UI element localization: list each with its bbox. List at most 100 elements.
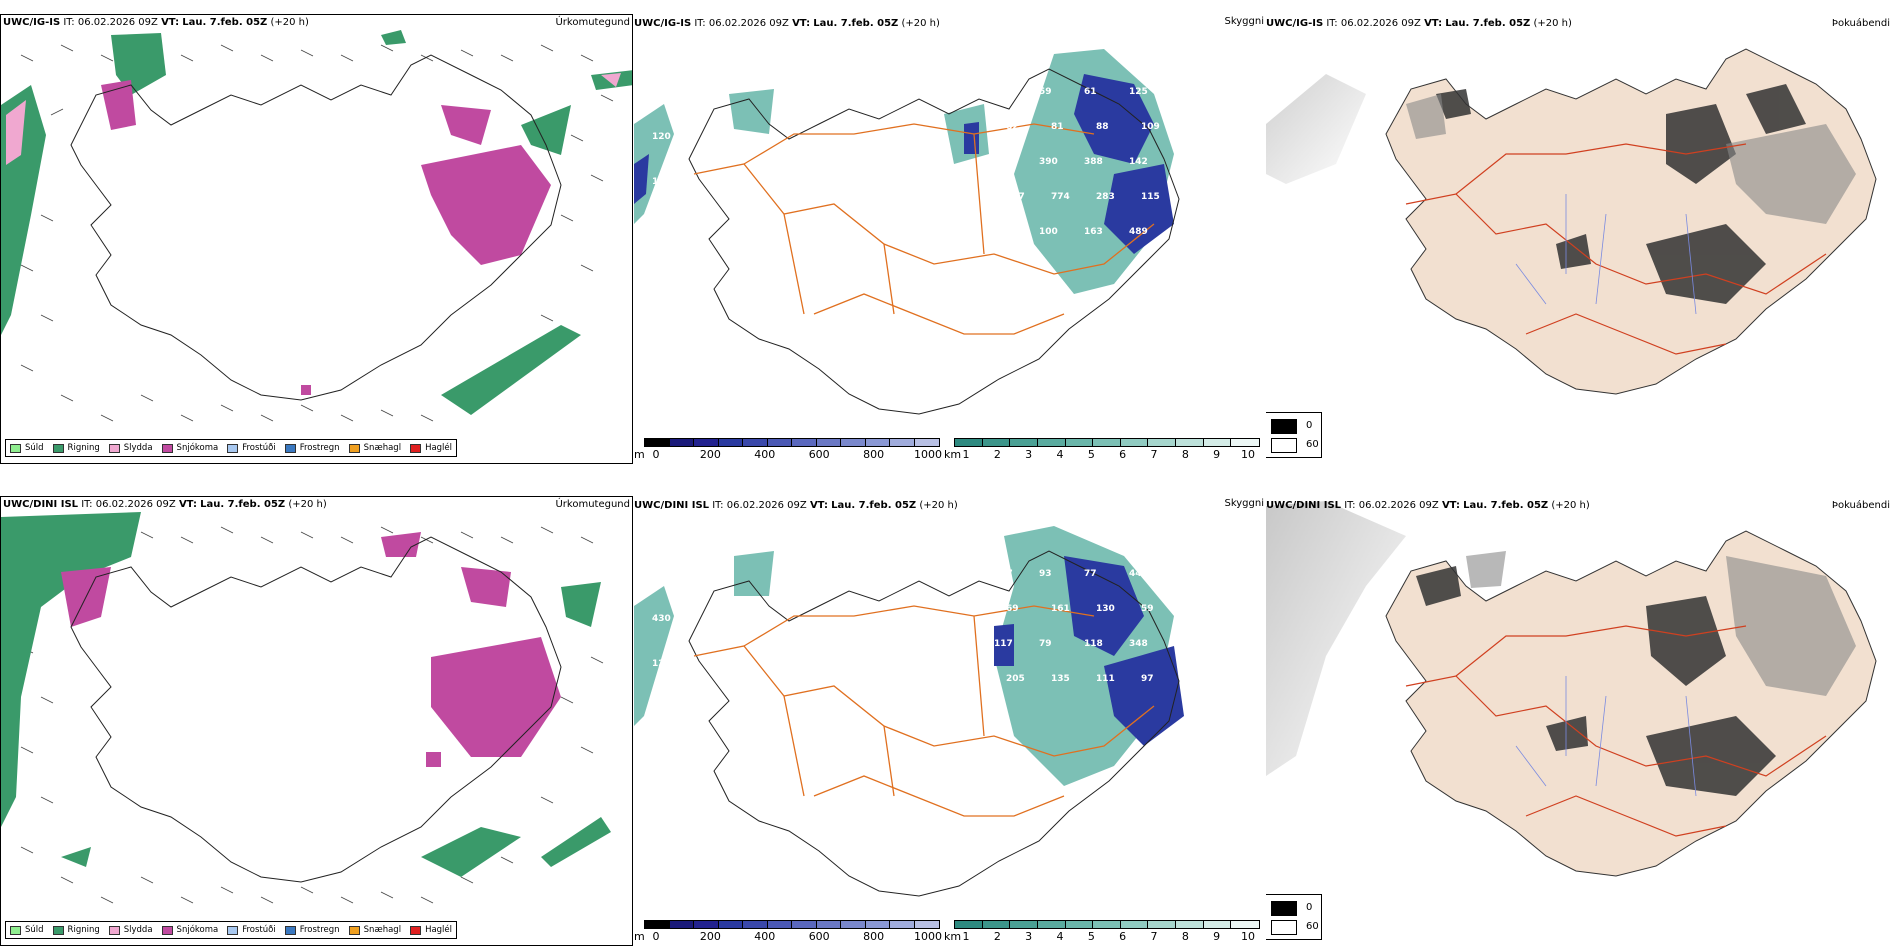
vt-label: VT: (1424, 18, 1443, 29)
colorbar-tick: 400 (754, 930, 776, 943)
ceiling-value-label: 348 (1129, 639, 1148, 649)
legend-swatch (348, 443, 360, 453)
colorbar-swatch (1037, 439, 1066, 446)
fog-map-bottom (1266, 501, 1877, 877)
colorbar-swatch (1093, 921, 1121, 928)
sleet-areas (6, 73, 621, 165)
product-title: Skyggni (1224, 498, 1264, 509)
ceiling-value-label: 121 (994, 227, 1013, 237)
legend-item: Frostúði (227, 443, 276, 453)
fog-panel-top: UWC/IG-IS IT: 06.02.2026 09Z VT: Lau. 7.… (1266, 14, 1900, 464)
fog-dark-areas (1416, 566, 1776, 796)
colorbar-swatch (1231, 921, 1260, 928)
ceiling-value-label: 774 (1051, 192, 1070, 202)
legend-item: Frostregn (284, 925, 340, 935)
rain-areas (1, 30, 632, 415)
legend-swatch (10, 925, 21, 935)
colorbar-swatch (914, 921, 939, 928)
colorbar-tick: 6 (1119, 930, 1127, 943)
colorbar-tick: 1 (962, 930, 970, 943)
ceiling-value-label: 100 (1039, 227, 1058, 237)
colorbar-tick: 200 (699, 448, 721, 461)
fog-legend: 0 60 (1266, 894, 1322, 940)
legend-swatch (227, 443, 239, 453)
roads (693, 123, 1155, 335)
visibility-colorbar: km 1 2 3 4 5 6 7 8 9 10 (944, 438, 1264, 461)
vt-label: VT: (1441, 500, 1460, 511)
ceiling-value-label: 125 (652, 659, 671, 669)
colorbar-unit: km (944, 448, 962, 461)
colorbar-swatch (890, 921, 915, 928)
colorbar-swatch (645, 439, 670, 446)
legend-swatch (108, 925, 120, 935)
colorbar-tick: 3 (1025, 448, 1033, 461)
snow-areas (61, 532, 561, 767)
legend-item: Súld (10, 925, 44, 935)
legend-swatch (52, 925, 64, 935)
colorbar-swatch (955, 439, 983, 446)
vt-value: Lau. 7.feb. 05Z (182, 17, 268, 28)
colorbar-swatch (1065, 921, 1094, 928)
colorbar-tick: 8 (1181, 930, 1189, 943)
colorbar-swatch (718, 439, 743, 446)
colorbar-swatch (955, 921, 983, 928)
colorbar-swatch (694, 921, 719, 928)
colorbar-tick: 1 (962, 448, 970, 461)
lead-time: (+20 h) (1533, 18, 1572, 29)
colorbar-swatch (1010, 439, 1038, 446)
it-label: IT: (1344, 500, 1356, 511)
ceiling-value-label: 111 (1096, 674, 1115, 684)
colorbar-tick: 400 (754, 448, 776, 461)
colorbar-tick: 600 (808, 448, 830, 461)
fog-swatch-low (1271, 419, 1297, 434)
colorbar-tick: 7 (1150, 448, 1158, 461)
colorbar-swatch (1203, 439, 1232, 446)
colorbar-swatch (1093, 439, 1121, 446)
panel-header: UWC/DINI ISL IT: 06.02.2026 09Z VT: Lau.… (3, 499, 327, 511)
ceiling-values: 122 120 115 15 59 61 125 82 81 88 109 102 390 388 142 4… (652, 87, 1160, 272)
colorbar-swatch (1148, 921, 1177, 928)
colorbar-swatches (644, 438, 940, 447)
colorbar-tick: 800 (863, 930, 885, 943)
legend-label: Frostúði (242, 925, 276, 935)
vt-value: Lau. 7.feb. 05Z (1445, 18, 1531, 29)
colorbar-tick: 0 (652, 448, 660, 461)
vt-value: Lau. 7.feb. 05Z (1463, 500, 1549, 511)
colorbar-tick: 0 (652, 930, 660, 943)
ceiling-value-label: 69 (1006, 604, 1019, 614)
product-title: Þokuábendi (1831, 500, 1890, 511)
colorbar-swatch (1176, 439, 1204, 446)
rivers (1515, 676, 1697, 797)
ceiling-value-label: 77 (1084, 569, 1097, 579)
colorbar-swatch (767, 439, 792, 446)
rain-areas (1, 512, 611, 877)
model-name: UWC/DINI ISL (1266, 500, 1342, 511)
it-label: IT: (81, 499, 93, 510)
ceiling-value-label: 161 (1051, 604, 1070, 614)
colorbar-swatch (1176, 921, 1204, 928)
fog-label-low: 0 (1306, 420, 1313, 431)
colorbar-swatch (1231, 439, 1260, 446)
ceiling-value-label: 79 (1039, 639, 1052, 649)
colorbar-tick: 7 (1150, 930, 1158, 943)
ceiling-value-label: 477 (1006, 192, 1025, 202)
legend-swatch (108, 443, 120, 453)
legend-label: Haglél (425, 443, 453, 453)
colorbar-tick: 10 (1241, 448, 1255, 461)
precip-type-panel-bottom: UWC/DINI ISL IT: 06.02.2026 09Z VT: Lau.… (0, 496, 633, 946)
colorbar-tick: 4 (1056, 930, 1064, 943)
iceland-outline (688, 550, 1180, 897)
it-label: IT: (694, 18, 706, 29)
colorbar-tick: 800 (863, 448, 885, 461)
legend-item: Frostregn (284, 443, 340, 453)
ceiling-value-label: 205 (1006, 674, 1025, 684)
legend-swatch (284, 925, 296, 935)
colorbar-swatch (792, 921, 817, 928)
colorbar-tick: 200 (699, 930, 721, 943)
colorbar-swatch (841, 921, 866, 928)
colorbar-swatch (1037, 921, 1066, 928)
fog-legend: 0 60 (1266, 412, 1322, 458)
fog-map-top (1266, 48, 1877, 395)
fog-panel-bottom: UWC/DINI ISL IT: 06.02.2026 09Z VT: Lau.… (1266, 496, 1900, 946)
it-value: 06.02.2026 09Z (1358, 500, 1439, 511)
